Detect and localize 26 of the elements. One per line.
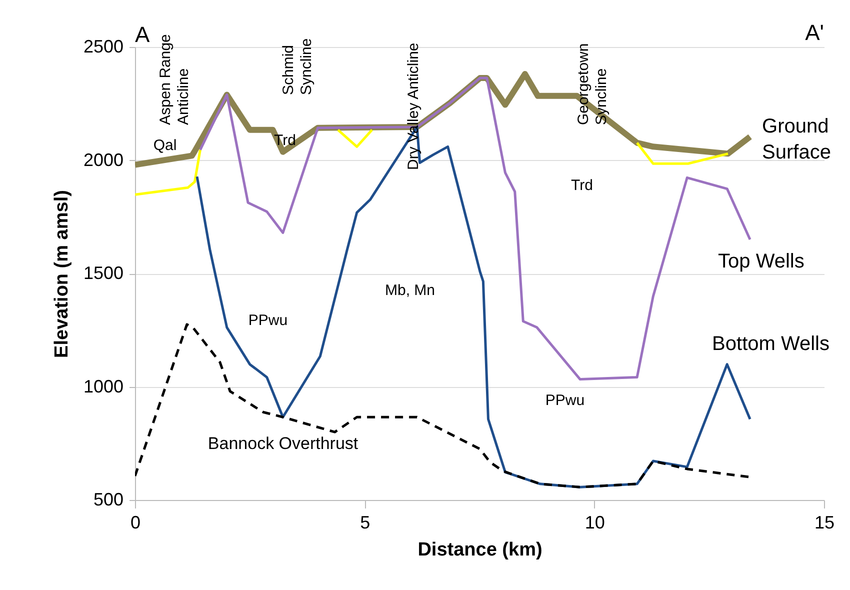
x-tick-label: 15 — [814, 512, 835, 532]
series-label: Bottom Wells — [712, 333, 830, 356]
x-tick-label: 5 — [360, 512, 370, 532]
annotation: Qal — [153, 137, 177, 154]
annotation: Trd — [571, 177, 593, 194]
series-label: Ground Surface — [762, 116, 831, 164]
annotation: Georgetown Syncline — [575, 43, 610, 125]
y-tick-label: 2000 — [83, 150, 124, 170]
annotation: PPwu — [248, 312, 288, 329]
y-axis-title: Elevation (m amsl) — [51, 190, 72, 358]
text: A — [135, 22, 150, 47]
annotation: Aspen Range Anticline — [157, 34, 192, 125]
y-tick-label: 1000 — [83, 376, 124, 396]
y-tick-label: 1500 — [83, 263, 124, 283]
x-axis-title: Distance (km) — [418, 540, 542, 560]
series-label: Bannock Overthrust — [208, 434, 358, 454]
y-tick-label: 500 — [93, 490, 124, 510]
x-tick-label: 10 — [584, 512, 605, 532]
text: A' — [805, 20, 824, 45]
annotation: PPwu — [545, 392, 585, 409]
annotation: Mb, Mn — [384, 282, 436, 299]
x-tick-label: 0 — [130, 512, 141, 532]
series-label: Top Wells — [718, 250, 804, 273]
annotation: Schmid Syncline — [280, 38, 315, 95]
annotation: Dry Valley Anticline — [405, 42, 422, 170]
y-tick-label: 2500 — [83, 36, 124, 56]
